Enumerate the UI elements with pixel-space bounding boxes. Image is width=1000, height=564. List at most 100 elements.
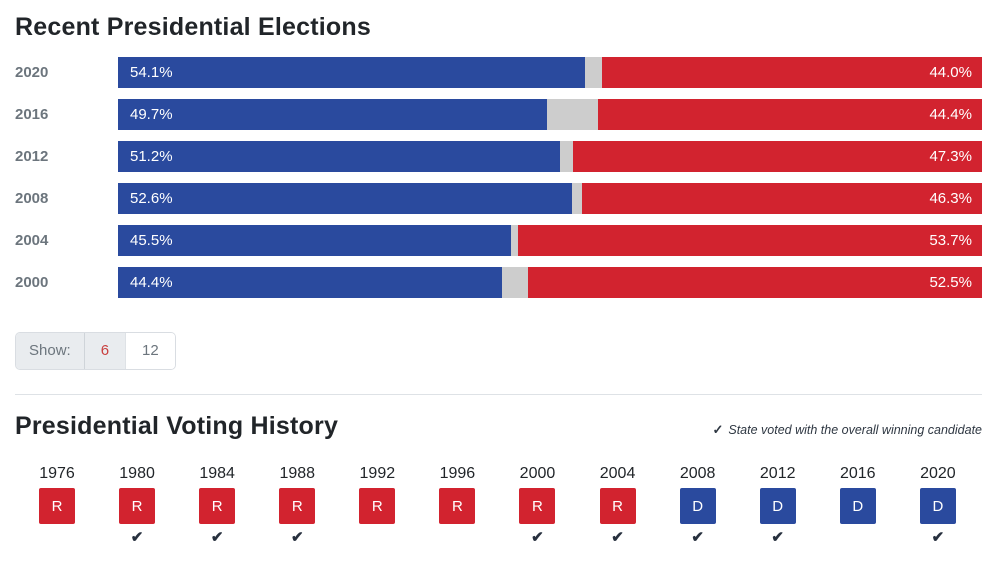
show-option-12[interactable]: 12: [125, 333, 175, 369]
history-year-label: 1996: [439, 465, 476, 482]
winner-legend: ✓ State voted with the overall winning c…: [712, 422, 982, 438]
history-year-label: 1988: [279, 465, 316, 482]
party-badge[interactable]: R: [119, 488, 156, 524]
democratic-pct-label: 44.4%: [130, 274, 173, 291]
democratic-bar-segment[interactable]: 49.7%: [118, 99, 548, 130]
legend-text: State voted with the overall winning can…: [728, 423, 982, 437]
history-item: 1992 R: [345, 465, 409, 548]
history-item: 1996 R: [425, 465, 489, 548]
history-item: 1988 R ✔: [265, 465, 329, 548]
winner-check-icon: ✔: [691, 529, 704, 546]
election-year-label: 2016: [15, 106, 49, 123]
history-year-label: 1976: [39, 465, 75, 482]
page: Recent Presidential Elections 2020 54.1%…: [0, 13, 1000, 548]
democratic-bar-segment[interactable]: 54.1%: [118, 57, 586, 88]
election-bar[interactable]: 52.6% 46.3%: [118, 183, 982, 214]
show-label: Show:: [16, 333, 84, 369]
history-grid: 1976 R 1980 R ✔ 1984 R ✔ 1988 R ✔: [15, 465, 982, 548]
history-year-label: 1992: [359, 465, 396, 482]
history-header: Presidential Voting History ✓ State vote…: [15, 412, 982, 441]
party-badge[interactable]: R: [39, 488, 75, 524]
winner-check-icon: ✔: [611, 529, 624, 546]
election-year-label: 2008: [15, 190, 49, 207]
party-badge[interactable]: R: [439, 488, 476, 524]
history-year-label: 2004: [599, 465, 636, 482]
winner-check-icon: ✔: [290, 529, 304, 546]
history-year-label: 2000: [519, 465, 556, 482]
history-title: Presidential Voting History: [15, 412, 339, 440]
democratic-pct-label: 54.1%: [130, 64, 173, 81]
election-row: 2008 52.6% 46.3%: [15, 183, 982, 214]
history-year-label: 2008: [679, 465, 716, 482]
democratic-bar-segment[interactable]: 52.6%: [118, 183, 573, 214]
history-year-label: 2016: [839, 465, 876, 482]
democratic-pct-label: 51.2%: [130, 148, 173, 165]
winner-check-icon: ✔: [531, 529, 544, 546]
party-badge[interactable]: D: [839, 488, 876, 524]
election-bar[interactable]: 44.4% 52.5%: [118, 267, 982, 298]
republican-pct-label: 44.0%: [929, 64, 972, 81]
other-bar-segment[interactable]: [585, 57, 602, 88]
other-bar-segment[interactable]: [511, 225, 519, 256]
party-badge[interactable]: D: [919, 488, 956, 524]
winner-check-icon: ✔: [210, 529, 224, 546]
history-year-label: 1980: [119, 465, 155, 482]
party-badge[interactable]: R: [199, 488, 236, 524]
election-row: 2000 44.4% 52.5%: [15, 267, 982, 298]
democratic-pct-label: 45.5%: [130, 232, 173, 249]
republican-pct-label: 46.3%: [929, 190, 972, 207]
history-item: 2008 D ✔: [666, 465, 730, 548]
other-bar-segment[interactable]: [501, 267, 529, 298]
election-bar[interactable]: 54.1% 44.0%: [118, 57, 982, 88]
democratic-bar-segment[interactable]: 51.2%: [118, 141, 561, 172]
party-badge[interactable]: R: [599, 488, 636, 524]
party-badge[interactable]: D: [759, 488, 796, 524]
winner-check-icon: ✔: [931, 529, 945, 546]
party-badge[interactable]: R: [279, 488, 316, 524]
republican-bar-segment[interactable]: 52.5%: [528, 267, 982, 298]
other-bar-segment[interactable]: [560, 141, 574, 172]
democratic-bar-segment[interactable]: 45.5%: [118, 225, 512, 256]
elections-chart: 2020 54.1% 44.0% 2016 49.7%: [15, 57, 982, 298]
show-option-6[interactable]: 6: [83, 333, 126, 369]
republican-pct-label: 52.5%: [929, 274, 972, 291]
winner-check-icon: ✔: [771, 529, 784, 546]
history-item: 1980 R ✔: [105, 465, 169, 548]
check-icon: ✓: [712, 422, 724, 437]
democratic-pct-label: 52.6%: [130, 190, 173, 207]
republican-bar-segment[interactable]: 47.3%: [573, 141, 982, 172]
party-badge[interactable]: D: [679, 488, 716, 524]
republican-pct-label: 44.4%: [929, 106, 972, 123]
republican-bar-segment[interactable]: 46.3%: [581, 183, 982, 214]
history-year-label: 1984: [199, 465, 235, 482]
republican-bar-segment[interactable]: 44.0%: [601, 57, 982, 88]
election-year-label: 2012: [15, 148, 49, 165]
democratic-bar-segment[interactable]: 44.4%: [118, 267, 502, 298]
republican-pct-label: 53.7%: [929, 232, 972, 249]
party-badge[interactable]: R: [519, 488, 556, 524]
party-badge[interactable]: R: [359, 488, 396, 524]
republican-bar-segment[interactable]: 44.4%: [598, 99, 982, 130]
democratic-pct-label: 49.7%: [130, 106, 173, 123]
elections-title: Recent Presidential Elections: [15, 13, 371, 41]
republican-pct-label: 47.3%: [929, 148, 972, 165]
voting-history-section: Presidential Voting History ✓ State vote…: [15, 412, 982, 548]
election-bar[interactable]: 51.2% 47.3%: [118, 141, 982, 172]
election-bar[interactable]: 45.5% 53.7%: [118, 225, 982, 256]
history-item: 1976 R: [25, 465, 89, 548]
election-bar[interactable]: 49.7% 44.4%: [118, 99, 982, 130]
republican-bar-segment[interactable]: 53.7%: [518, 225, 982, 256]
election-year-label: 2000: [15, 274, 49, 291]
history-item: 1984 R ✔: [185, 465, 249, 548]
other-bar-segment[interactable]: [547, 99, 599, 130]
section-divider: [15, 394, 982, 395]
history-item: 2000 R ✔: [505, 465, 569, 548]
winner-check-icon: ✔: [130, 529, 144, 546]
election-year-label: 2004: [15, 232, 49, 249]
history-year-label: 2012: [759, 465, 796, 482]
recent-elections-section: Recent Presidential Elections 2020 54.1%…: [15, 13, 982, 370]
other-bar-segment[interactable]: [572, 183, 582, 214]
election-row: 2004 45.5% 53.7%: [15, 225, 982, 256]
show-control: Show: 6 12: [15, 332, 176, 370]
history-item: 2020 D ✔: [906, 465, 970, 548]
